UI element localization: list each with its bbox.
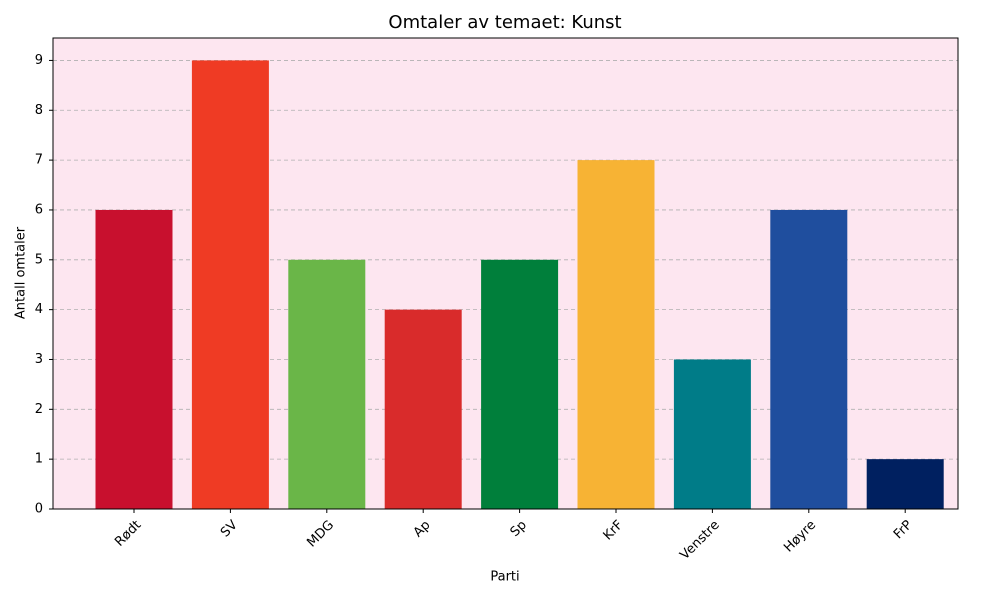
y-axis-label: Antall omtaler [14, 226, 29, 319]
x-tick-label: MDG [304, 518, 337, 551]
y-tick-label: 5 [35, 252, 43, 267]
y-tick-label: 3 [35, 352, 43, 367]
bar [384, 309, 462, 509]
x-tick-label: Venstre [677, 518, 722, 563]
bar [288, 259, 366, 509]
x-tick-label: Ap [411, 518, 434, 541]
x-tick-label: Høyre [781, 518, 819, 556]
x-tick-label: FrP [891, 518, 916, 543]
x-axis-label: Parti [490, 570, 519, 585]
y-tick-label: 4 [35, 302, 43, 317]
bar [866, 459, 944, 509]
y-tick-label: 8 [35, 103, 43, 118]
x-tick-label: SV [218, 518, 241, 541]
plot-frame [52, 37, 959, 510]
chart-title: Omtaler av temaet: Kunst [388, 12, 621, 33]
x-tick-label: Rødt [112, 518, 144, 550]
bar [95, 209, 173, 509]
y-tick-label: 2 [35, 402, 43, 417]
y-tick-label: 7 [35, 153, 43, 168]
x-tick-label: Sp [508, 518, 530, 540]
bar [577, 160, 655, 509]
bar [673, 359, 751, 509]
y-tick-label: 0 [35, 502, 43, 517]
bar [481, 259, 559, 509]
y-tick-label: 6 [35, 202, 43, 217]
bar [770, 209, 848, 509]
bar [191, 60, 269, 510]
y-tick-label: 9 [35, 53, 43, 68]
y-tick-label: 1 [35, 452, 43, 467]
x-tick-label: KrF [601, 518, 627, 544]
